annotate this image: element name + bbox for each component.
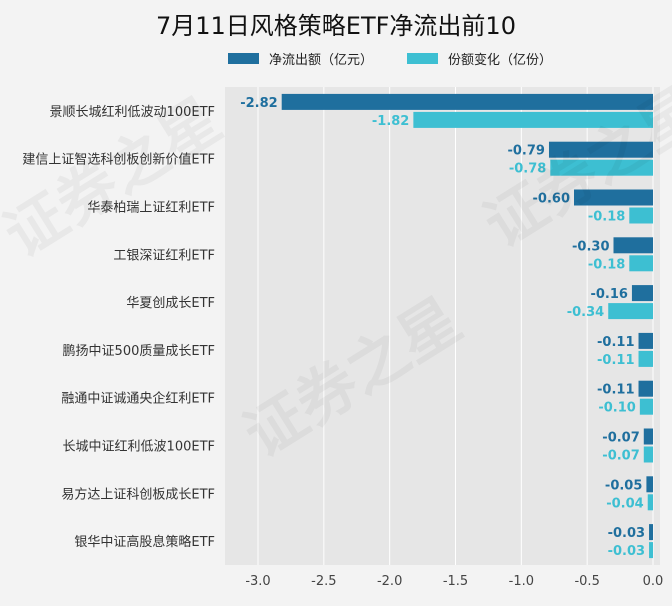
data-label-outflow: -0.11 [597, 335, 634, 350]
legend-item-share-change: 份额变化（亿份） [407, 49, 552, 68]
data-label-share-change: -0.07 [602, 449, 639, 464]
x-tick-label: -0.5 [574, 574, 599, 589]
data-label-outflow: -0.03 [608, 526, 645, 541]
bar-share-change [647, 494, 653, 511]
chart-title: 7月11日风格策略ETF净流出前10 [156, 12, 516, 40]
bar-outflow [643, 428, 653, 445]
legend-label-share-change: 份额变化（亿份） [448, 52, 553, 68]
bar-share-change [649, 542, 653, 559]
data-label-outflow: -2.82 [240, 96, 277, 111]
bar-share-change [629, 255, 653, 272]
data-label-outflow: -0.07 [602, 431, 639, 446]
legend-item-outflow: 净流出额（亿元） [228, 49, 373, 68]
bar-share-change [413, 111, 653, 128]
data-label-outflow: -0.79 [507, 144, 544, 159]
data-label-share-change: -0.34 [567, 305, 604, 320]
legend-swatch-outflow [228, 52, 259, 64]
data-label-share-change: -0.11 [597, 353, 634, 368]
bar-outflow [646, 476, 653, 493]
data-label-outflow: -0.30 [572, 239, 609, 254]
data-label-share-change: -0.10 [598, 401, 635, 416]
category-label: 银华中证高股息策略ETF [74, 534, 215, 550]
legend: 净流出额（亿元） 份额变化（亿份） [228, 48, 586, 68]
x-tick-label: -2.0 [377, 574, 402, 589]
data-label-share-change: -0.04 [606, 496, 643, 511]
category-label: 融通中证诚通央企红利ETF [61, 391, 215, 407]
category-label: 建信上证智选科创板创新价值ETF [22, 152, 215, 168]
bar-outflow [638, 332, 653, 349]
bar-share-change [608, 303, 653, 320]
bar-outflow [574, 189, 653, 206]
data-label-outflow: -0.11 [597, 383, 634, 398]
data-label-share-change: -1.82 [372, 114, 409, 129]
x-tick-label: 0.0 [643, 574, 664, 589]
category-label: 华夏创成长ETF [126, 296, 215, 311]
bar-share-change [550, 159, 653, 176]
x-tick-label: -1.0 [509, 574, 534, 589]
category-label: 华泰柏瑞上证红利ETF [87, 200, 215, 216]
data-label-share-change: -0.03 [608, 544, 645, 559]
bar-share-change [629, 207, 653, 224]
data-label-outflow: -0.05 [605, 478, 642, 493]
bar-outflow [649, 524, 653, 541]
bar-outflow [613, 237, 653, 254]
x-tick-label: -3.0 [245, 574, 270, 589]
bar-outflow [281, 93, 653, 110]
legend-swatch-share-change [407, 52, 439, 64]
x-tick-label: -2.5 [311, 574, 336, 589]
data-label-share-change: -0.18 [588, 210, 625, 225]
plot-area [225, 87, 660, 565]
data-label-share-change: -0.78 [509, 162, 546, 177]
category-label: 易方达上证科创板成长ETF [61, 486, 215, 502]
bar-share-change [638, 350, 653, 367]
bar-share-change [639, 398, 653, 415]
legend-label-outflow: 净流出额（亿元） [269, 52, 374, 68]
bar-outflow [638, 380, 653, 397]
data-label-outflow: -0.60 [533, 192, 570, 207]
x-tick-label: -1.5 [443, 574, 468, 589]
category-label: 工银深证红利ETF [113, 247, 215, 263]
category-label: 长城中证红利低波100ETF [63, 439, 215, 455]
bar-outflow [631, 285, 653, 302]
category-label: 鹏扬中证500质量成长ETF [63, 344, 215, 359]
bar-share-change [643, 446, 653, 463]
data-label-outflow: -0.16 [590, 287, 627, 302]
bar-outflow [548, 141, 653, 158]
category-label: 景顺长城红利低波动100ETF [50, 104, 215, 120]
data-label-share-change: -0.18 [588, 257, 625, 272]
